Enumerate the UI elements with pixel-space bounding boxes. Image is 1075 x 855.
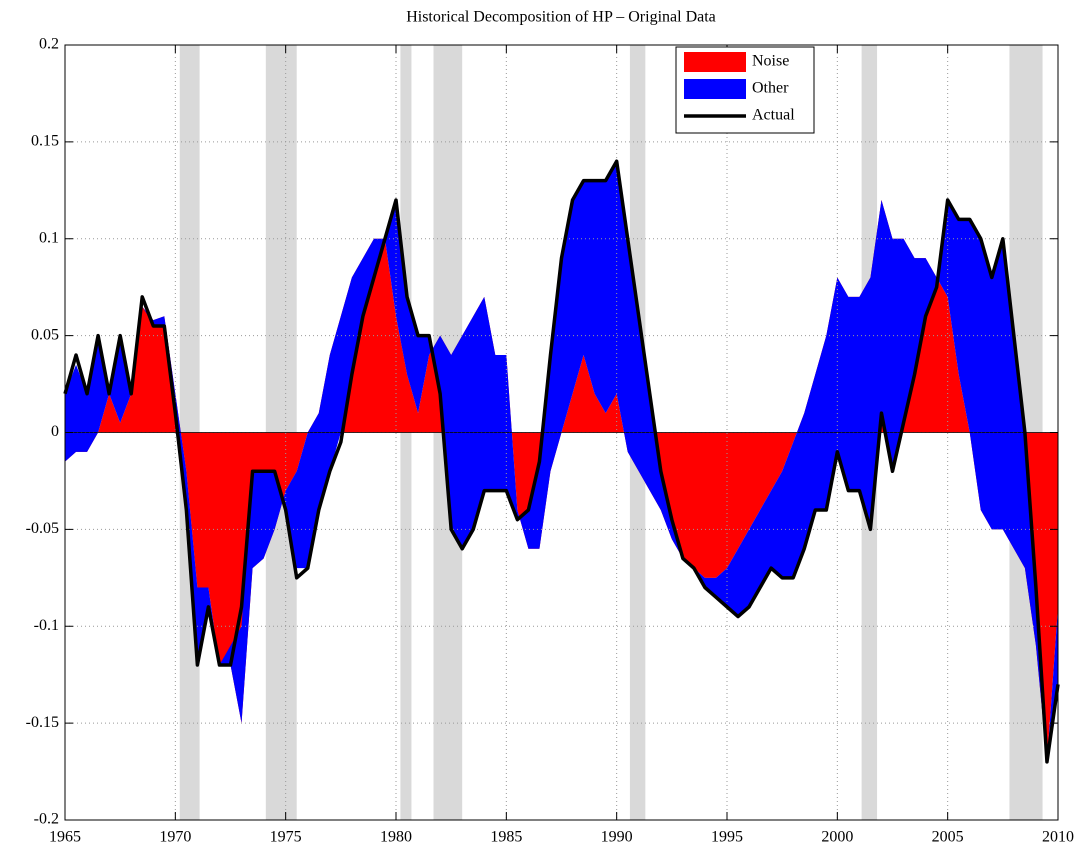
legend-swatch <box>684 79 746 99</box>
x-tick-label: 2010 <box>1042 829 1074 846</box>
x-tick-label: 2000 <box>821 829 853 846</box>
y-tick-label: 0.15 <box>31 133 59 150</box>
x-tick-label: 2005 <box>932 829 964 846</box>
legend-label: Other <box>752 80 789 97</box>
area <box>65 161 1058 762</box>
y-tick-label: -0.2 <box>34 811 59 828</box>
y-tick-label: 0 <box>51 423 59 440</box>
x-tick-label: 1980 <box>380 829 412 846</box>
x-tick-label: 1995 <box>711 829 743 846</box>
line <box>63 159 1060 764</box>
x-tick-label: 1985 <box>490 829 522 846</box>
legend-label: Noise <box>752 53 789 70</box>
y-tick-label: 0.05 <box>31 326 59 343</box>
chart-title: Historical Decomposition of HP – Origina… <box>406 9 716 26</box>
x-tick-label: 1975 <box>270 829 302 846</box>
legend-label: Actual <box>752 107 795 124</box>
legend-swatch <box>684 52 746 72</box>
x-tick-label: 1965 <box>49 829 81 846</box>
y-tick-label: -0.05 <box>26 520 59 537</box>
y-tick-label: -0.15 <box>26 714 59 731</box>
x-tick-label: 1970 <box>159 829 191 846</box>
y-tick-label: -0.1 <box>34 617 59 634</box>
x-tick-label: 1990 <box>601 829 633 846</box>
y-tick-label: 0.1 <box>39 229 59 246</box>
y-tick-label: 0.2 <box>39 36 59 53</box>
